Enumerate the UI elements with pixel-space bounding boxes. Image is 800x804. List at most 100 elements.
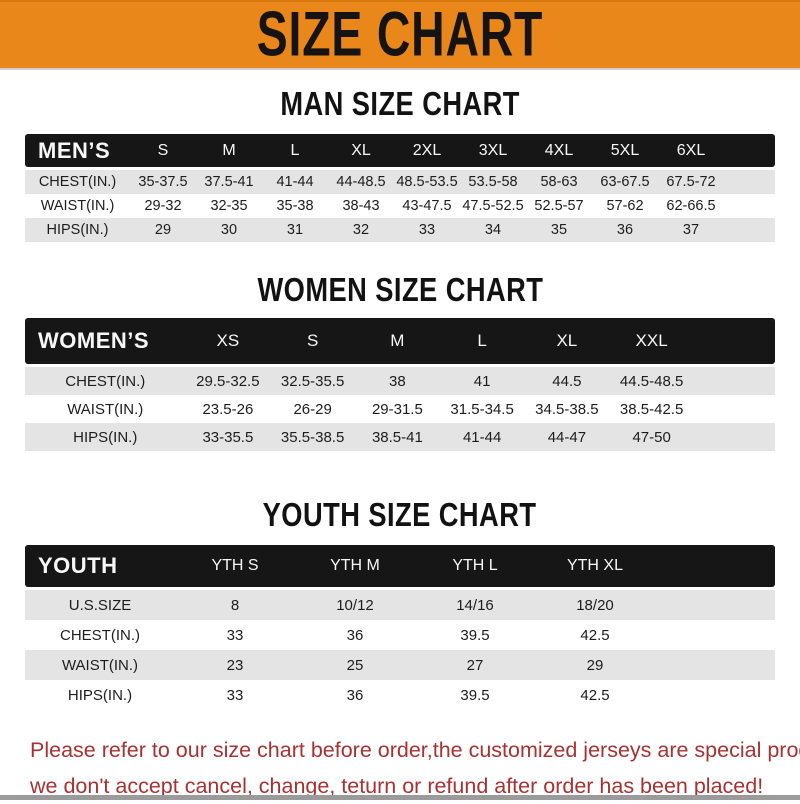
youth-size-table: YOUTH YTH S YTH M YTH L YTH XL U.S.SIZE … [25,545,775,710]
size-cell: 31.5-34.5 [450,400,514,418]
size-cell: 33 [226,686,244,704]
row-label: HIPS(IN.) [73,428,138,446]
size-cell: 38.5-41 [371,428,423,446]
size-cell: 63-67.5 [600,174,650,190]
size-cell: 23.5-26 [202,400,254,418]
size-cell: 44.5-48.5 [619,372,684,390]
size-cell: 14/16 [456,596,494,614]
size-cell: 36 [346,686,364,704]
size-column-header: 6XL [676,141,706,159]
size-cell: 39.5 [460,686,490,704]
size-cell: 10/12 [336,596,374,614]
men-row-waist: WAIST(IN.) 29-32 32-35 35-38 38-43 43-47… [25,194,775,218]
men-row-hips: HIPS(IN.) 29 30 31 32 33 34 35 36 37 [25,218,775,242]
size-column-header: YTH M [330,557,380,574]
women-row-waist: WAIST(IN.) 23.5-26 26-29 29-31.5 31.5-34… [25,395,775,423]
size-cell: 29-32 [144,198,182,214]
notice-line-1: Please refer to our size chart before or… [30,738,800,762]
size-cell: 39.5 [460,626,490,644]
size-cell: 38-43 [342,198,380,214]
size-cell: 52.5-57 [534,198,584,214]
size-cell: 35-37.5 [138,174,188,190]
size-cell: 32-35 [210,198,248,214]
size-cell: 38 [389,372,406,390]
size-column-header: M [390,331,405,350]
size-column-header: L [477,331,487,350]
size-cell: 35 [550,222,568,238]
footer-notice: Please refer to our size chart before or… [0,732,800,804]
youth-section-title: YOUTH SIZE CHART [0,496,800,534]
size-cell: 35.5-38.5 [280,428,345,446]
size-cell: 31 [286,222,304,238]
youth-corner-label: YOUTH [38,553,118,578]
size-column-header: M [222,141,236,159]
size-cell: 30 [220,222,238,238]
size-column-header: 3XL [478,141,508,159]
size-cell: 62-66.5 [666,198,716,214]
row-label: WAIST(IN.) [67,400,144,418]
size-column-header: XL [556,331,578,350]
size-cell: 29.5-32.5 [196,372,260,390]
men-size-table: MEN’S S M L XL 2XL 3XL 4XL 5XL 6XL CHEST… [25,134,775,242]
youth-row-hips: HIPS(IN.) 33 36 39.5 42.5 [25,680,775,710]
banner-title: SIZE CHART [256,0,544,70]
size-cell: 18/20 [576,596,614,614]
size-cell: 34.5-38.5 [535,400,599,418]
size-cell: 47.5-52.5 [462,198,524,214]
size-cell: 42.5 [580,686,610,704]
women-row-chest: CHEST(IN.) 29.5-32.5 32.5-35.5 38 41 44.… [25,367,775,395]
size-cell: 43-47.5 [402,198,452,214]
women-size-table: WOMEN’S XS S M L XL XXL CHEST(IN.) 29.5-… [25,318,775,451]
row-label: U.S.SIZE [68,596,132,614]
size-cell: 37 [682,222,700,238]
size-cell: 23 [226,656,244,674]
size-cell: 44-47 [547,428,587,446]
size-cell: 33 [226,626,244,644]
size-cell: 67.5-72 [666,174,716,190]
size-cell: 41-44 [276,174,314,190]
size-cell: 58-63 [540,174,578,190]
size-cell: 29-31.5 [371,400,423,418]
size-cell: 26-29 [293,400,332,418]
size-cell: 48.5-53.5 [396,174,458,190]
size-cell: 37.5-41 [204,174,254,190]
youth-table-header: YOUTH YTH S YTH M YTH L YTH XL [25,545,775,587]
size-column-header: XS [216,331,240,350]
size-cell: 44-48.5 [336,174,386,190]
size-cell: 33 [418,222,436,238]
size-cell: 33-35.5 [202,428,254,446]
size-cell: 34 [484,222,502,238]
men-title-text: MAN SIZE CHART [280,84,520,123]
size-cell: 8 [230,596,240,614]
row-label: CHEST(IN.) [60,626,140,644]
women-row-hips: HIPS(IN.) 33-35.5 35.5-38.5 38.5-41 41-4… [25,423,775,451]
women-section-title: WOMEN SIZE CHART [0,270,800,309]
row-label: HIPS(IN.) [67,686,133,704]
size-column-header: XXL [635,331,668,350]
row-label: HIPS(IN.) [46,222,109,238]
size-cell: 47-50 [632,428,671,446]
youth-row-chest: CHEST(IN.) 33 36 39.5 42.5 [25,620,775,650]
size-cell: 25 [346,656,364,674]
size-cell: 32 [352,222,370,238]
men-row-chest: CHEST(IN.) 35-37.5 37.5-41 41-44 44-48.5… [25,170,775,194]
size-column-header: YTH L [452,557,498,574]
size-cell: 36 [346,626,364,644]
size-cell: 29 [586,656,604,674]
men-corner-label: MEN’S [38,137,111,163]
size-cell: 35-38 [276,198,314,214]
row-label: CHEST(IN.) [38,174,117,190]
women-corner-label: WOMEN’S [38,328,150,353]
size-column-header: L [290,141,300,159]
size-column-header: S [157,141,169,159]
bottom-edge-strip [0,795,800,800]
size-cell: 36 [616,222,634,238]
size-cell: 41 [473,372,491,390]
women-title-text: WOMEN SIZE CHART [257,270,543,309]
size-cell: 44.5 [552,372,582,390]
size-column-header: 2XL [412,141,442,159]
women-table-header: WOMEN’S XS S M L XL XXL [25,318,775,364]
size-column-header: S [306,331,319,350]
size-chart-banner: SIZE CHART [0,0,800,70]
size-cell: 53.5-58 [468,174,518,190]
